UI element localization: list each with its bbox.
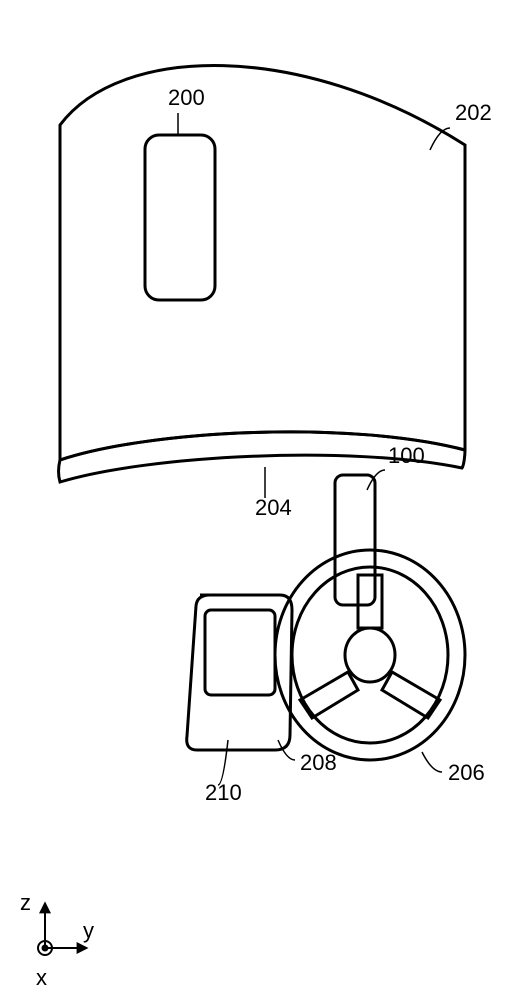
label-cluster_display: 100 <box>388 443 425 468</box>
label-windshield: 202 <box>455 100 492 125</box>
labels: 202 200 204 100 206 208 210 x y z <box>20 85 492 990</box>
label-console_screen: 210 <box>205 780 242 805</box>
label-dashboard_edge: 204 <box>255 495 292 520</box>
cluster-display <box>335 475 375 605</box>
label-axis_z: z <box>20 890 31 915</box>
label-axis_x: x <box>36 965 47 990</box>
label-axis_y: y <box>83 918 94 943</box>
label-rearview_mirror: 200 <box>168 85 205 110</box>
console-screen <box>205 610 275 695</box>
leader-steering_wheel <box>422 752 442 772</box>
windshield <box>60 66 465 460</box>
steering-wheel <box>275 550 465 760</box>
leader-console_screen <box>218 740 228 785</box>
label-steering_wheel: 206 <box>448 760 485 785</box>
axes-icon <box>38 905 85 955</box>
rearview-mirror <box>145 135 215 300</box>
label-center_console: 208 <box>300 750 337 775</box>
